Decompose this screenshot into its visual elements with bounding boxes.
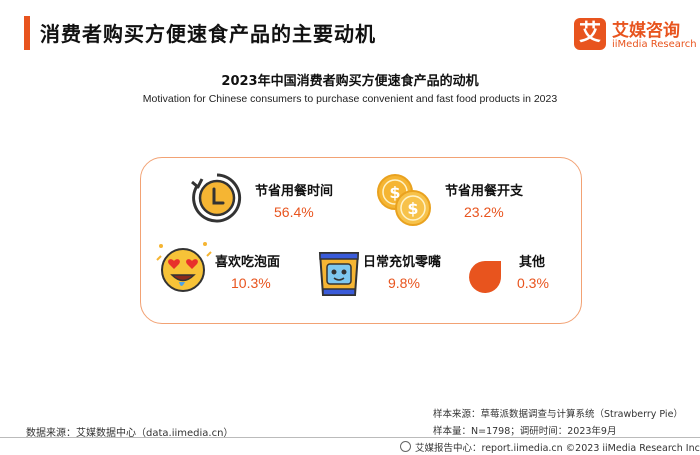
motivation-value: 23.2% bbox=[464, 204, 504, 220]
motivation-value: 10.3% bbox=[231, 275, 271, 291]
snack-bag-icon bbox=[318, 252, 360, 296]
motivation-panel: 节省用餐时间 56.4% $ $ 节省用餐开支 23.2% 喜欢吃泡面 1 bbox=[140, 157, 582, 324]
motivation-value: 9.8% bbox=[388, 275, 420, 291]
motivation-value: 0.3% bbox=[517, 275, 549, 291]
heart-eyes-emoji-icon bbox=[156, 242, 212, 292]
motivation-label: 其他 bbox=[519, 255, 546, 270]
globe-icon bbox=[400, 441, 411, 452]
sample-source-note: 样本来源：草莓派数据调查与计算系统（Strawberry Pie） bbox=[433, 409, 683, 420]
motivation-label: 节省用餐时间 bbox=[255, 184, 334, 199]
sample-size-note: 样本量：N=1798；调研时间：2023年9月 bbox=[433, 426, 617, 437]
logo-chinese-name: 艾媒咨询 bbox=[612, 21, 680, 41]
logo-english-name: iiMedia Research bbox=[612, 39, 697, 50]
data-source-note: 数据来源：艾媒数据中心（data.iimedia.cn） bbox=[26, 428, 234, 439]
page-title: 消费者购买方便速食产品的主要动机 bbox=[40, 22, 376, 46]
title-accent-bar bbox=[24, 16, 30, 50]
svg-text:$: $ bbox=[389, 183, 400, 202]
coins-icon: $ $ bbox=[377, 174, 431, 226]
report-center-footer: 艾媒报告中心：report.iimedia.cn ©2023 iiMedia R… bbox=[415, 443, 700, 454]
logo-mark: 艾 bbox=[574, 18, 606, 50]
chart-subtitle: Motivation for Chinese consumers to purc… bbox=[142, 93, 558, 105]
motivation-label: 节省用餐开支 bbox=[445, 184, 524, 199]
clock-icon bbox=[191, 173, 242, 223]
iimedia-logo: 艾 艾媒咨询 iiMedia Research bbox=[574, 16, 697, 56]
chart-title: 2023年中国消费者购买方便速食产品的动机 bbox=[221, 74, 479, 89]
motivation-value: 56.4% bbox=[274, 204, 314, 220]
motivation-label: 喜欢吃泡面 bbox=[215, 255, 281, 270]
svg-text:$: $ bbox=[407, 199, 418, 218]
footer-divider bbox=[0, 437, 700, 438]
motivation-label: 日常充饥零嘴 bbox=[363, 255, 442, 270]
orange-leaf-icon bbox=[469, 261, 502, 293]
